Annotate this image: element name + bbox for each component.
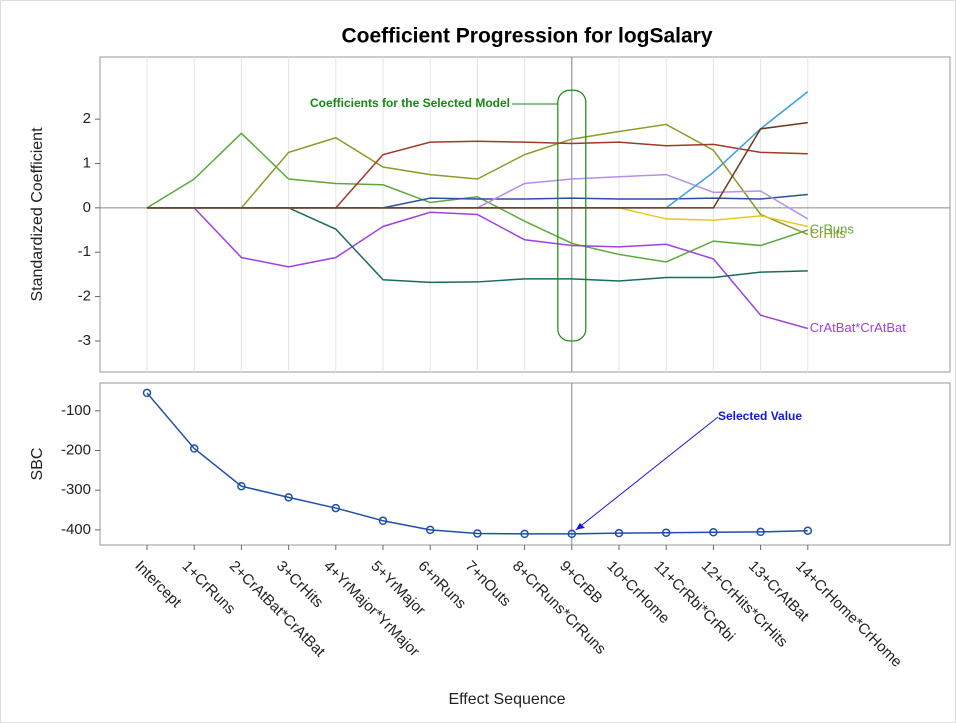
sbc-point (189, 444, 199, 453)
series-label: CrRuns (810, 221, 855, 236)
series-label: CrAtBat*CrAtBat (810, 320, 906, 335)
chart-title: Coefficient Progression for logSalary (341, 25, 712, 48)
y-tick-label: -200 (61, 441, 91, 458)
x-axis-title: Effect Sequence (448, 691, 565, 708)
annotation-arrow (575, 416, 719, 531)
y-tick-label: -300 (61, 481, 91, 498)
y-tick-label: -3 (78, 332, 91, 349)
y-axis-title: Standardized Coefficient (29, 127, 46, 302)
series-line (147, 123, 809, 236)
y-tick-label: -1 (78, 243, 91, 260)
sbc-point (331, 503, 341, 513)
annotation: Coefficients for the Selected Model (310, 96, 510, 110)
sbc-point (803, 526, 813, 535)
sbc-point (709, 528, 718, 537)
sbc-point (425, 525, 435, 535)
sbc-point (520, 529, 529, 539)
series-line (147, 121, 808, 209)
y-tick-label: 1 (83, 154, 91, 171)
y-tick-label: -100 (61, 402, 91, 419)
series-line (147, 207, 809, 330)
series-label: CrHits (810, 226, 847, 241)
y-tick-label: 0 (83, 199, 91, 216)
sbc-point (614, 528, 624, 538)
arrow-head (575, 522, 585, 530)
sbc-point (567, 529, 577, 539)
sbc-point (284, 493, 293, 502)
sbc-point (378, 516, 388, 526)
sbc-line (146, 392, 808, 535)
y-tick-label: -400 (61, 521, 91, 538)
sbc-point (237, 481, 246, 491)
annotation: Selected Value (718, 409, 802, 423)
sbc-point (473, 529, 482, 538)
selection-box (557, 89, 587, 342)
sbc-point (661, 528, 671, 537)
sbc-point (756, 527, 765, 537)
y-tick-label: 2 (83, 110, 91, 127)
y-axis-title: SBC (29, 448, 46, 481)
sbc-point (142, 388, 152, 398)
y-tick-label: -2 (78, 288, 91, 305)
series-line (146, 132, 809, 263)
